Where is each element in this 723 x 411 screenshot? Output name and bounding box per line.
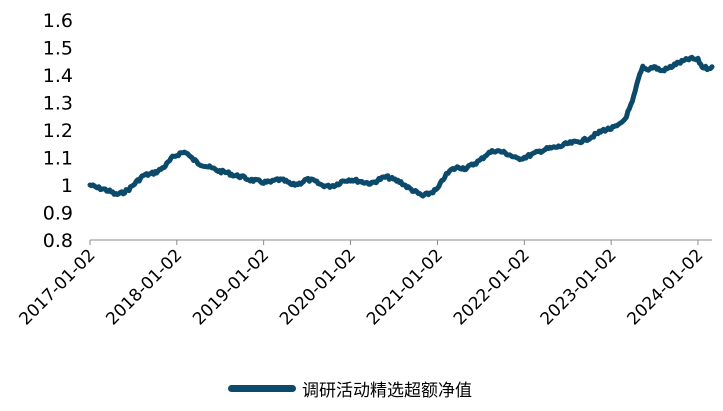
y-tick-label: 1.5 (43, 38, 73, 60)
x-tick-label: 2024-01-02 (623, 245, 707, 329)
y-tick-label: 1.3 (43, 93, 73, 115)
y-tick-label: 0.9 (43, 203, 73, 225)
series-line-excess-nav (87, 54, 715, 199)
x-tick-label: 2019-01-02 (189, 245, 273, 329)
y-tick-label: 1.4 (43, 65, 73, 87)
x-tick-label: 2021-01-02 (363, 245, 447, 329)
x-axis-ticks: 2017-01-02 2018-01-02 2019-01-02 2020-01-02… (16, 245, 708, 329)
x-tick-label: 2017-01-02 (16, 245, 100, 329)
legend: 调研活动精选超额净值 (228, 376, 472, 401)
y-tick-label: 1 (61, 175, 73, 197)
y-tick-label: 1.2 (43, 120, 73, 142)
x-tick-label: 2020-01-02 (276, 245, 360, 329)
x-tick-label: 2023-01-02 (537, 245, 621, 329)
x-tick-label: 2022-01-02 (450, 245, 534, 329)
y-tick-label: 1.1 (43, 148, 73, 170)
x-tick-label: 2018-01-02 (102, 245, 186, 329)
legend-swatch (228, 385, 296, 392)
y-axis-ticks: 0.8 0.9 1 1.1 1.2 1.3 1.4 1.5 1.6 (43, 10, 73, 252)
legend-label: 调研活动精选超额净值 (302, 381, 472, 401)
y-tick-label: 1.6 (43, 10, 73, 32)
x-axis-tick-marks (89, 240, 699, 245)
y-tick-label: 0.8 (43, 230, 73, 252)
